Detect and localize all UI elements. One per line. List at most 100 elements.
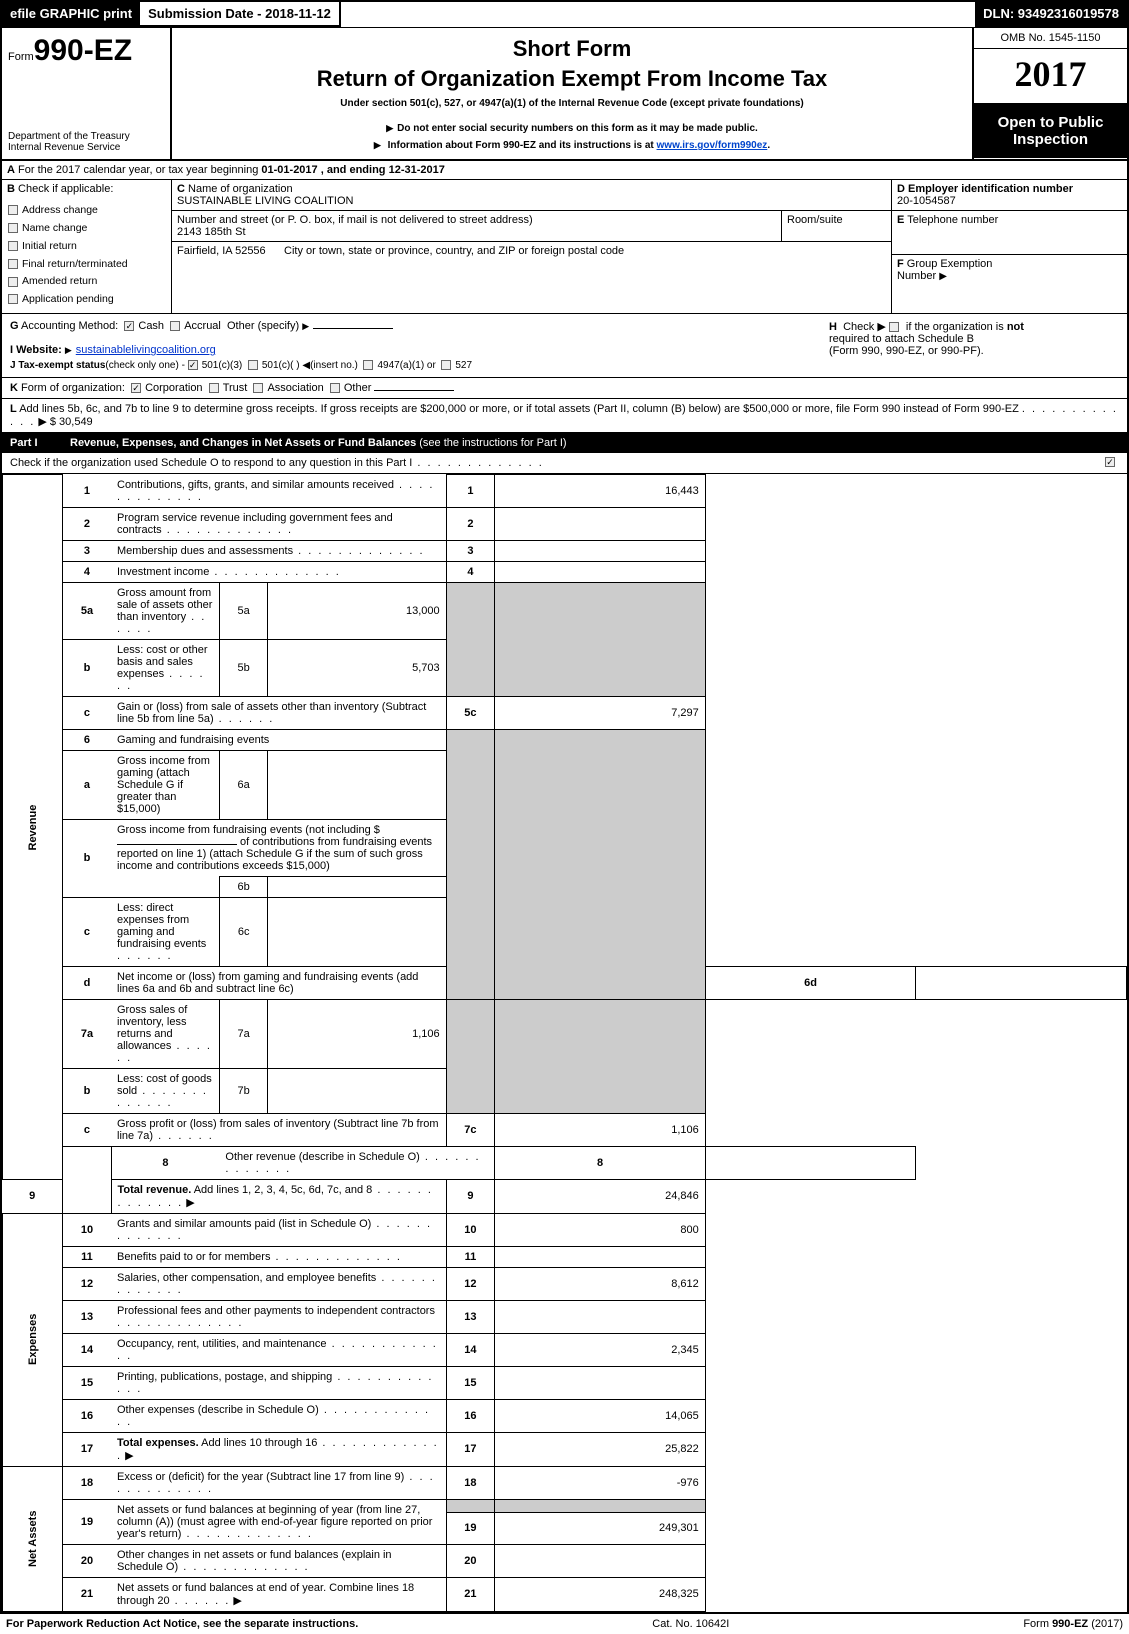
other-specify-field[interactable] — [313, 328, 393, 329]
section-b-label: B — [7, 183, 15, 195]
line-6a-mbox: 6a — [219, 750, 268, 819]
footer-left: For Paperwork Reduction Act Notice, see … — [6, 1618, 358, 1630]
cb-501c[interactable] — [248, 360, 258, 370]
arrow-icon — [302, 320, 313, 332]
cb-application-pending[interactable]: Application pending — [8, 291, 165, 309]
cb-cash[interactable] — [124, 321, 134, 331]
line-14-desc: Occupancy, rent, utilities, and maintena… — [117, 1338, 327, 1350]
line-16-num: 16 — [62, 1399, 111, 1432]
fundraising-amount-field[interactable] — [117, 844, 237, 845]
note-info: Information about Form 990-EZ and its in… — [178, 140, 966, 151]
line-5b-mval: 5,703 — [268, 639, 446, 696]
form-subtitle: Under section 501(c), 527, or 4947(a)(1)… — [178, 98, 966, 109]
open-to-public: Open to Public Inspection — [974, 104, 1127, 158]
dots-icon — [209, 566, 340, 578]
line-6d-box: 6d — [705, 966, 916, 999]
line-11-val — [495, 1246, 706, 1267]
line-15-val — [495, 1366, 706, 1399]
dept-text: Department of the Treasury Internal Reve… — [8, 131, 164, 153]
cb-amended-return[interactable]: Amended return — [8, 273, 165, 291]
line-7a-mbox: 7a — [219, 999, 268, 1068]
line-5c-num: c — [62, 696, 111, 729]
cb-501c3[interactable] — [188, 360, 198, 370]
cb-association[interactable] — [253, 383, 263, 393]
line-4-desc: Investment income — [117, 566, 209, 578]
line-16-desc: Other expenses (describe in Schedule O) — [117, 1404, 319, 1416]
line-8-num: 8 — [111, 1146, 219, 1179]
section-e-label: E — [897, 214, 904, 226]
line-14-num: 14 — [62, 1333, 111, 1366]
line-9-num: 9 — [3, 1179, 63, 1213]
section-l-text: Add lines 5b, 6c, and 7b to line 9 to de… — [19, 403, 1019, 415]
shaded-cell — [446, 729, 495, 999]
line-1-num: 1 — [62, 475, 111, 508]
info-link[interactable]: www.irs.gov/form990ez — [657, 140, 768, 151]
section-a-row: A For the 2017 calendar year, or tax yea… — [2, 161, 1127, 180]
section-k-label: K — [10, 382, 18, 394]
line-3-box: 3 — [446, 540, 495, 561]
line-10-desc: Grants and similar amounts paid (list in… — [117, 1218, 371, 1230]
line-1-val: 16,443 — [495, 475, 706, 508]
line-7b-mval — [268, 1068, 446, 1113]
part-1-header: Part I Revenue, Expenses, and Changes in… — [2, 433, 1127, 453]
line-1-desc: Contributions, gifts, grants, and simila… — [117, 479, 394, 491]
line-20-val — [495, 1544, 706, 1577]
cb-corporation[interactable] — [131, 383, 141, 393]
section-h-label: H — [829, 321, 837, 333]
line-5a-mbox: 5a — [219, 582, 268, 639]
city-value: Fairfield, IA 52556 — [177, 245, 266, 257]
line-17-box: 17 — [446, 1432, 495, 1466]
cb-schedule-o-part1[interactable] — [1105, 457, 1115, 467]
cb-other-org[interactable] — [330, 383, 340, 393]
cb-4947[interactable] — [363, 360, 373, 370]
shaded-cell — [495, 999, 706, 1113]
cb-final-return[interactable]: Final return/terminated — [8, 256, 165, 274]
line-9-val: 24,846 — [495, 1179, 706, 1213]
line-6b-mbox: 6b — [219, 876, 268, 897]
dots-icon — [412, 457, 543, 469]
website-link[interactable]: sustainablelivingcoalition.org — [76, 344, 216, 356]
line-11-desc: Benefits paid to or for members — [117, 1251, 270, 1263]
other-org-field[interactable] — [374, 390, 454, 391]
h-line3: (Form 990, 990-EZ, or 990-PF). — [829, 345, 984, 357]
efile-label: efile GRAPHIC print — [2, 2, 140, 27]
section-i-label: I — [10, 344, 13, 356]
line-19-num: 19 — [62, 1499, 111, 1544]
cb-initial-return[interactable]: Initial return — [8, 238, 165, 256]
section-a-prefix: For the 2017 calendar year, or tax year … — [18, 164, 261, 176]
line-20-box: 20 — [446, 1544, 495, 1577]
line-7a-num: 7a — [62, 999, 111, 1068]
cb-schedule-b[interactable] — [889, 322, 899, 332]
dots-icon — [270, 1251, 401, 1263]
dots-icon — [178, 1561, 309, 1573]
cb-name-change[interactable]: Name change — [8, 220, 165, 238]
line-6c-mbox: 6c — [219, 897, 268, 966]
cb-accrual[interactable] — [170, 321, 180, 331]
ein-heading: Employer identification number — [908, 183, 1073, 195]
ein-value: 20-1054587 — [897, 195, 956, 207]
section-l-label: L — [10, 403, 17, 415]
note-ssn: Do not enter social security numbers on … — [178, 123, 966, 134]
street-label: Number and street (or P. O. box, if mail… — [177, 214, 533, 226]
dots-icon — [162, 524, 293, 536]
cb-527[interactable] — [441, 360, 451, 370]
line-7b-mbox: 7b — [219, 1068, 268, 1113]
page-footer: For Paperwork Reduction Act Notice, see … — [0, 1614, 1129, 1634]
cb-trust[interactable] — [209, 383, 219, 393]
footer-right: Form 990-EZ (2017) — [1023, 1618, 1123, 1630]
arrow-icon — [65, 344, 76, 356]
line-17-val: 25,822 — [495, 1432, 706, 1466]
dept-line1: Department of the Treasury — [8, 131, 164, 142]
line-4-val — [495, 561, 706, 582]
cb-address-change[interactable]: Address change — [8, 202, 165, 220]
tax-exempt-note: (check only one) - — [105, 360, 184, 371]
line-5b-mbox: 5b — [219, 639, 268, 696]
line-13-box: 13 — [446, 1300, 495, 1333]
line-8-val — [705, 1146, 916, 1179]
line-6c-desc: Less: direct expenses from gaming and fu… — [117, 902, 206, 950]
line-11-num: 11 — [62, 1246, 111, 1267]
header-middle: Short Form Return of Organization Exempt… — [172, 28, 972, 159]
top-bar: efile GRAPHIC print Submission Date - 20… — [2, 2, 1127, 28]
line-10-box: 10 — [446, 1213, 495, 1246]
line-21-box: 21 — [446, 1577, 495, 1611]
